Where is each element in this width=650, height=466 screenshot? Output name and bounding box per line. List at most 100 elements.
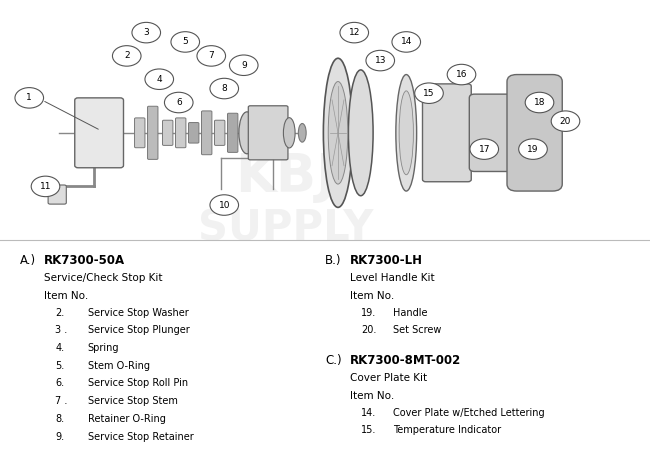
Circle shape <box>31 176 60 197</box>
Circle shape <box>132 22 161 43</box>
Circle shape <box>392 32 421 52</box>
Text: KBJ: KBJ <box>235 151 337 203</box>
Circle shape <box>415 83 443 103</box>
Text: 5.: 5. <box>55 361 64 370</box>
Circle shape <box>229 55 258 75</box>
Text: 10: 10 <box>218 200 230 210</box>
Text: 6: 6 <box>176 98 181 107</box>
Ellipse shape <box>283 117 295 148</box>
Text: Temperature Indicator: Temperature Indicator <box>393 425 501 435</box>
Text: 9: 9 <box>241 61 246 70</box>
Text: Service Stop Roll Pin: Service Stop Roll Pin <box>88 378 188 388</box>
Text: 18: 18 <box>534 98 545 107</box>
Text: 15.: 15. <box>361 425 376 435</box>
FancyBboxPatch shape <box>48 185 66 204</box>
FancyBboxPatch shape <box>507 75 562 191</box>
Circle shape <box>210 78 239 99</box>
Text: 4: 4 <box>157 75 162 84</box>
Text: B.): B.) <box>325 254 341 267</box>
Circle shape <box>525 92 554 113</box>
Text: Spring: Spring <box>88 343 119 353</box>
Text: 19.: 19. <box>361 308 376 317</box>
Text: Retainer O-Ring: Retainer O-Ring <box>88 414 166 424</box>
Text: SUPPLY: SUPPLY <box>198 207 374 249</box>
Text: RK7300-LH: RK7300-LH <box>350 254 423 267</box>
Text: 19: 19 <box>527 144 539 154</box>
Text: 7: 7 <box>209 51 214 61</box>
FancyBboxPatch shape <box>227 113 238 152</box>
Text: 13: 13 <box>374 56 386 65</box>
Text: 16: 16 <box>456 70 467 79</box>
FancyBboxPatch shape <box>75 98 124 168</box>
Ellipse shape <box>348 70 373 196</box>
Text: Service Stop Plunger: Service Stop Plunger <box>88 325 190 335</box>
Text: Cover Plate Kit: Cover Plate Kit <box>350 373 427 383</box>
FancyBboxPatch shape <box>202 111 212 155</box>
Text: 3 .: 3 . <box>55 325 68 335</box>
FancyBboxPatch shape <box>176 118 186 148</box>
FancyBboxPatch shape <box>148 106 158 159</box>
Ellipse shape <box>396 75 417 191</box>
Circle shape <box>112 46 141 66</box>
Circle shape <box>171 32 200 52</box>
Text: 2.: 2. <box>55 308 64 317</box>
FancyBboxPatch shape <box>248 106 288 160</box>
Text: 14: 14 <box>400 37 412 47</box>
Text: 15: 15 <box>423 89 435 98</box>
Text: Handle: Handle <box>393 308 428 317</box>
Text: 20.: 20. <box>361 325 376 335</box>
Text: Item No.: Item No. <box>44 291 88 301</box>
Text: 5: 5 <box>183 37 188 47</box>
Text: 11: 11 <box>40 182 51 191</box>
Circle shape <box>145 69 174 89</box>
Text: 8.: 8. <box>55 414 64 424</box>
Text: Set Screw: Set Screw <box>393 325 441 335</box>
Circle shape <box>164 92 193 113</box>
Text: Service Stop Washer: Service Stop Washer <box>88 308 188 317</box>
Text: 8: 8 <box>222 84 227 93</box>
Text: RK7300-50A: RK7300-50A <box>44 254 125 267</box>
Circle shape <box>210 195 239 215</box>
Circle shape <box>15 88 44 108</box>
Circle shape <box>519 139 547 159</box>
Text: 20: 20 <box>560 116 571 126</box>
Text: Service Stop Retainer: Service Stop Retainer <box>88 432 194 441</box>
Circle shape <box>447 64 476 85</box>
Text: A.): A.) <box>20 254 36 267</box>
Ellipse shape <box>328 82 348 184</box>
Ellipse shape <box>399 91 413 175</box>
Text: RK7300-8MT-002: RK7300-8MT-002 <box>350 354 461 367</box>
Circle shape <box>197 46 226 66</box>
Text: Stem O-Ring: Stem O-Ring <box>88 361 150 370</box>
FancyBboxPatch shape <box>188 123 199 143</box>
Circle shape <box>366 50 395 71</box>
Circle shape <box>340 22 369 43</box>
Text: 3: 3 <box>144 28 149 37</box>
FancyBboxPatch shape <box>162 120 173 145</box>
Text: 2: 2 <box>124 51 129 61</box>
Text: Service Stop Stem: Service Stop Stem <box>88 396 177 406</box>
Text: 6.: 6. <box>55 378 64 388</box>
FancyBboxPatch shape <box>469 94 522 171</box>
Text: 14.: 14. <box>361 408 376 418</box>
Text: 12: 12 <box>348 28 360 37</box>
Text: 1: 1 <box>27 93 32 103</box>
Ellipse shape <box>239 112 255 154</box>
Ellipse shape <box>298 123 306 142</box>
Text: 17: 17 <box>478 144 490 154</box>
Text: 4.: 4. <box>55 343 64 353</box>
Text: Item No.: Item No. <box>350 291 394 301</box>
Circle shape <box>470 139 499 159</box>
Text: C.): C.) <box>325 354 342 367</box>
Text: 9.: 9. <box>55 432 64 441</box>
Text: Item No.: Item No. <box>350 391 394 401</box>
Ellipse shape <box>324 58 352 207</box>
FancyBboxPatch shape <box>135 118 145 148</box>
FancyBboxPatch shape <box>214 120 225 145</box>
Text: Cover Plate w/Etched Lettering: Cover Plate w/Etched Lettering <box>393 408 545 418</box>
Text: 7 .: 7 . <box>55 396 68 406</box>
Text: Level Handle Kit: Level Handle Kit <box>350 273 434 282</box>
FancyBboxPatch shape <box>422 84 471 182</box>
Text: Service/Check Stop Kit: Service/Check Stop Kit <box>44 273 162 282</box>
Circle shape <box>551 111 580 131</box>
